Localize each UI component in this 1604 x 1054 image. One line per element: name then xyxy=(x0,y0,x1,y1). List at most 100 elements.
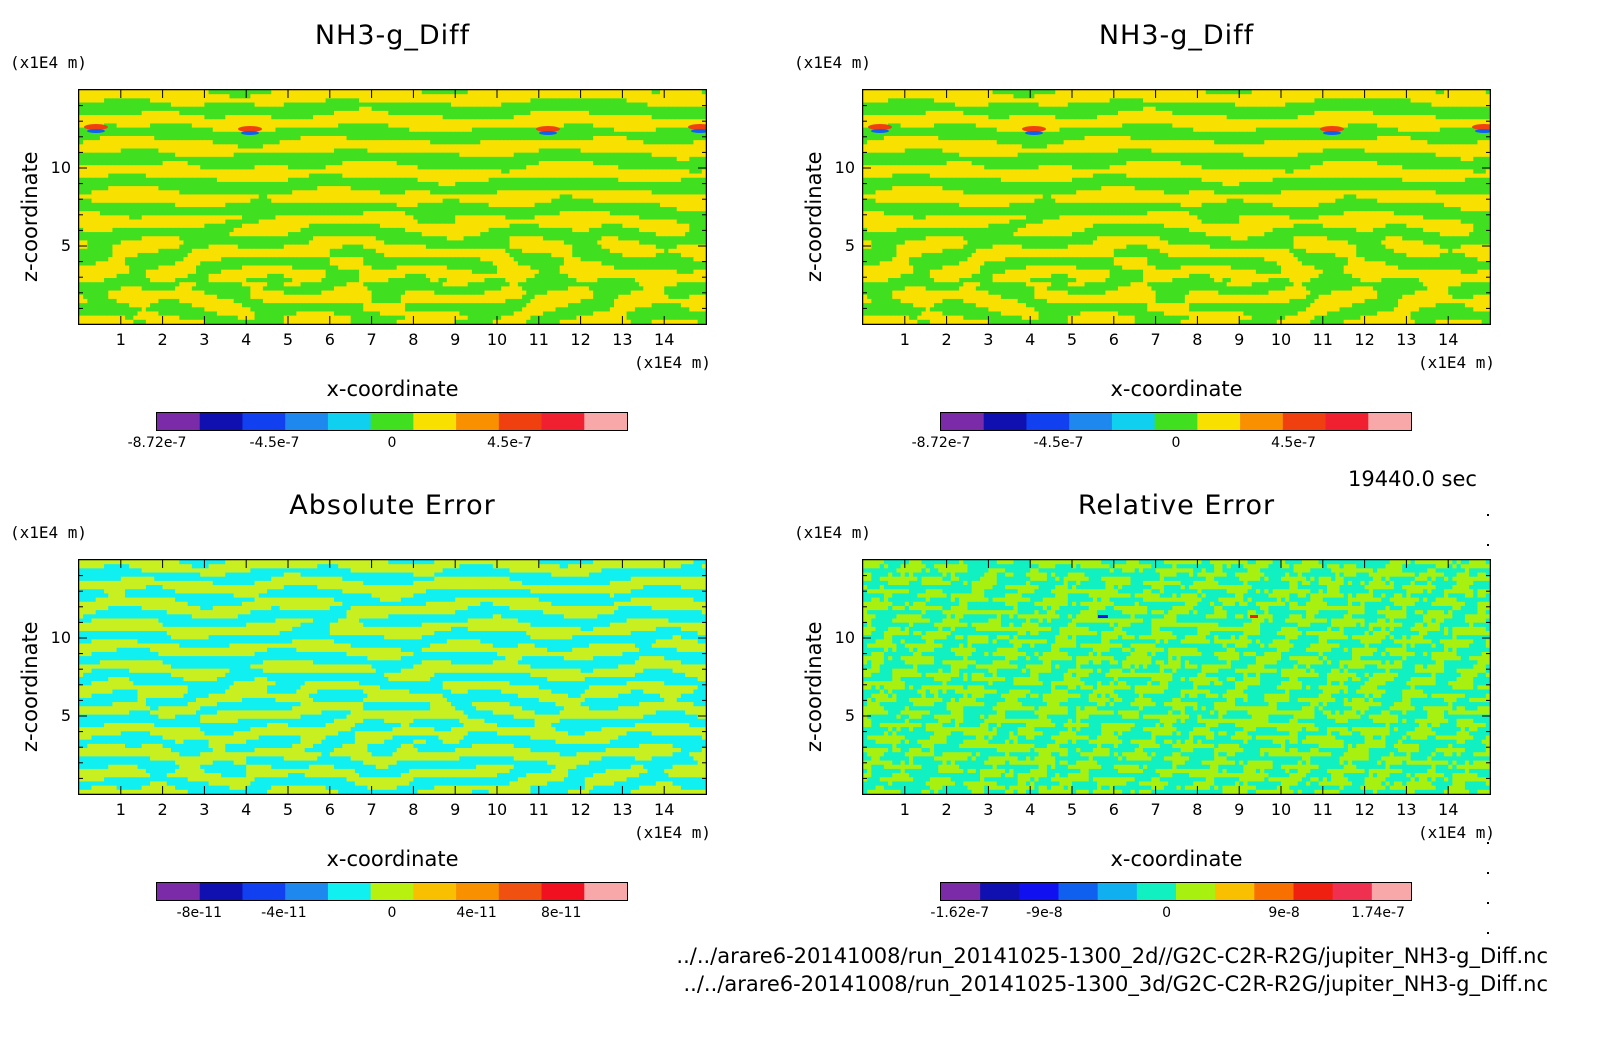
x-tick-label: 10 xyxy=(487,800,507,819)
x-tick-label: 6 xyxy=(325,330,335,349)
y-tick-label: 5 xyxy=(845,236,855,255)
x-tick-label: 5 xyxy=(1067,800,1077,819)
colorbar-swatch xyxy=(413,413,457,430)
x-axis-label: x-coordinate xyxy=(326,377,458,401)
colorbar-swatch xyxy=(157,413,201,430)
x-tick-label: 14 xyxy=(654,800,674,819)
colorbar-label: -4.5e-7 xyxy=(1034,435,1084,451)
feature-mark xyxy=(238,126,262,132)
feature-mark xyxy=(536,126,560,132)
colorbar-swatch xyxy=(199,413,243,430)
x-tick-label: 10 xyxy=(487,330,507,349)
colorbar-swatch xyxy=(1254,883,1294,900)
feature-mark xyxy=(241,131,259,135)
chart-title: NH3-g_Diff xyxy=(1099,20,1254,51)
x-tick-label: 14 xyxy=(1438,330,1458,349)
x-tick-label: 2 xyxy=(158,800,168,819)
colorbar-swatch xyxy=(456,883,500,900)
colorbar-swatch xyxy=(941,883,981,900)
chart-panel: NH3-g_Diff (x1E4 m) z-coordinate 1 2 3 4 5 6 7 8 9 1… xyxy=(784,0,1568,470)
y-unit-label: (x1E4 m) xyxy=(10,53,87,72)
y-unit-label: (x1E4 m) xyxy=(794,53,871,72)
y-unit-label: (x1E4 m) xyxy=(10,523,87,542)
x-unit-label: (x1E4 m) xyxy=(1418,823,1495,842)
x-tick-label: 7 xyxy=(1151,800,1161,819)
chart-title: Relative Error xyxy=(1078,490,1275,521)
colorbar-swatch xyxy=(1069,413,1113,430)
colorbar-swatch xyxy=(1019,883,1059,900)
colorbar-swatch xyxy=(541,413,585,430)
x-tick-label: 4 xyxy=(1025,800,1035,819)
x-unit-label: (x1E4 m) xyxy=(1418,353,1495,372)
plot-frame xyxy=(78,559,707,795)
colorbar-label: 0 xyxy=(1162,905,1171,921)
colorbar-swatch xyxy=(541,883,585,900)
x-tick-label: 3 xyxy=(199,330,209,349)
colorbar-swatch xyxy=(983,413,1027,430)
x-tick-label: 3 xyxy=(983,800,993,819)
x-tick-label: 8 xyxy=(1192,330,1202,349)
y-tick-label: 10 xyxy=(835,628,855,647)
plot-frame xyxy=(862,559,1491,795)
colorbar-swatch xyxy=(1293,883,1334,900)
colorbar-label: -4e-11 xyxy=(261,905,306,921)
x-tick-label: 7 xyxy=(367,800,377,819)
margin-dot xyxy=(1487,872,1489,874)
x-tick-label: 9 xyxy=(1234,800,1244,819)
feature-mark xyxy=(868,124,892,130)
x-tick-label: 13 xyxy=(1396,800,1416,819)
colorbar-swatch xyxy=(1197,413,1241,430)
feature-mark xyxy=(84,124,108,130)
colorbar-swatch xyxy=(1325,413,1369,430)
x-tick-label: 11 xyxy=(529,800,549,819)
feature-mark xyxy=(1022,126,1046,132)
colorbar xyxy=(940,882,1412,901)
chart-panel: Absolute Error (x1E4 m) z-coordinate 1 2 3 4 5 6… xyxy=(0,470,784,940)
y-tick-label: 10 xyxy=(51,158,71,177)
colorbar-swatch xyxy=(242,883,286,900)
x-tick-label: 7 xyxy=(1151,330,1161,349)
colorbar-swatch xyxy=(1282,413,1327,430)
chart-panel: Relative Error (x1E4 m) z-coordinate 1 2 3 4 5 6… xyxy=(784,470,1568,940)
x-tick-label: 6 xyxy=(1109,330,1119,349)
colorbar-swatch xyxy=(1136,883,1177,900)
x-tick-label: 10 xyxy=(1271,330,1291,349)
colorbar-swatch xyxy=(1332,883,1373,900)
x-tick-label: 5 xyxy=(283,800,293,819)
colorbar-label: -4.5e-7 xyxy=(250,435,300,451)
x-tick-label: 6 xyxy=(1109,800,1119,819)
margin-dot xyxy=(1487,932,1489,934)
colorbar-swatch xyxy=(498,413,543,430)
y-tick-label: 5 xyxy=(61,706,71,725)
colorbar-frame xyxy=(156,882,628,901)
colorbar-swatch xyxy=(370,413,414,430)
heatmap-cells xyxy=(863,90,1491,325)
colorbar-label: 9e-8 xyxy=(1268,905,1299,921)
feature-mark xyxy=(1098,615,1108,618)
x-unit-label: (x1E4 m) xyxy=(634,823,711,842)
plot-frame xyxy=(78,89,707,325)
x-tick-label: 4 xyxy=(241,330,251,349)
x-tick-label: 8 xyxy=(408,800,418,819)
colorbar-label: 0 xyxy=(1172,435,1181,451)
colorbar-swatch xyxy=(242,413,286,430)
file-path-3d: ../../arare6-20141008/run_20141025-1300_… xyxy=(683,972,1548,996)
x-tick-label: 1 xyxy=(116,800,126,819)
colorbar-label: -1.62e-7 xyxy=(930,905,989,921)
y-axis-label: z-coordinate xyxy=(802,151,826,282)
colorbar-swatch xyxy=(498,883,543,900)
colorbar-label: -8e-11 xyxy=(177,905,222,921)
colorbar-frame xyxy=(940,412,1412,431)
colorbar-swatch xyxy=(941,413,985,430)
x-tick-label: 12 xyxy=(570,800,590,819)
x-tick-label: 10 xyxy=(1271,800,1291,819)
x-axis-label: x-coordinate xyxy=(1110,847,1242,871)
heatmap-plot xyxy=(78,89,707,325)
x-tick-label: 11 xyxy=(529,330,549,349)
colorbar-swatch xyxy=(413,883,457,900)
x-tick-label: 14 xyxy=(1438,800,1458,819)
colorbar-label: 4.5e-7 xyxy=(487,435,532,451)
colorbar-swatch xyxy=(1368,413,1412,430)
colorbar-swatch xyxy=(285,413,329,430)
colorbar-swatch xyxy=(1111,413,1156,430)
